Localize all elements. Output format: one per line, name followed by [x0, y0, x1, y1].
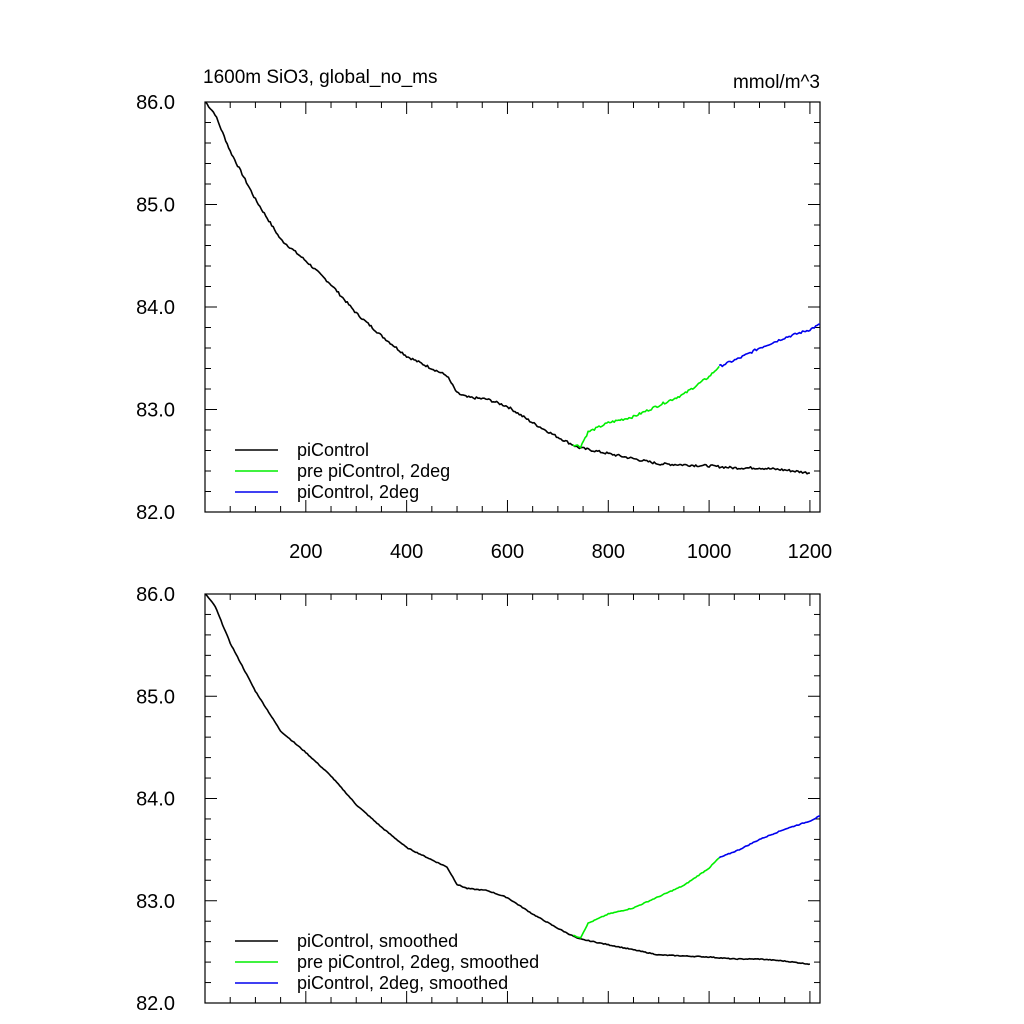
x-tick-label: 800 — [592, 541, 625, 563]
x-tick-label: 400 — [390, 541, 423, 563]
series-line-2 — [718, 323, 821, 368]
x-tick-label: 200 — [289, 541, 322, 563]
y-tick-label: 83.0 — [136, 891, 175, 913]
units-label: mmol/m^3 — [733, 72, 820, 93]
series-line-2 — [718, 815, 821, 859]
y-tick-label: 85.0 — [136, 686, 175, 708]
x-tick-label: 600 — [491, 541, 524, 563]
series-line-0 — [204, 101, 810, 475]
chart-title: 1600m SiO3, global_no_ms — [203, 67, 437, 88]
legend-label: pre piControl, 2deg, smoothed — [297, 952, 539, 972]
series-line-1 — [572, 365, 720, 449]
legend-label: piControl, 2deg — [297, 482, 419, 502]
y-tick-label: 82.0 — [136, 502, 175, 524]
x-tick-label: 1000 — [687, 541, 732, 563]
y-tick-label: 84.0 — [136, 297, 175, 319]
y-tick-label: 86.0 — [136, 92, 175, 114]
y-tick-label: 86.0 — [136, 584, 175, 606]
y-tick-label: 85.0 — [136, 195, 175, 217]
legend-label: piControl — [297, 440, 369, 460]
y-tick-label: 82.0 — [136, 993, 175, 1015]
series-line-1 — [573, 857, 720, 939]
legend-label: piControl, smoothed — [297, 931, 458, 951]
y-tick-label: 83.0 — [136, 400, 175, 422]
legend-label: piControl, 2deg, smoothed — [297, 973, 508, 993]
x-tick-label: 1200 — [788, 541, 833, 563]
series-line-0 — [204, 593, 811, 966]
legend-label: pre piControl, 2deg — [297, 461, 450, 481]
chart-panel-top: 1600m SiO3, global_no_ms mmol/m^3 82.0 83… — [136, 67, 832, 563]
y-tick-label: 84.0 — [136, 789, 175, 811]
